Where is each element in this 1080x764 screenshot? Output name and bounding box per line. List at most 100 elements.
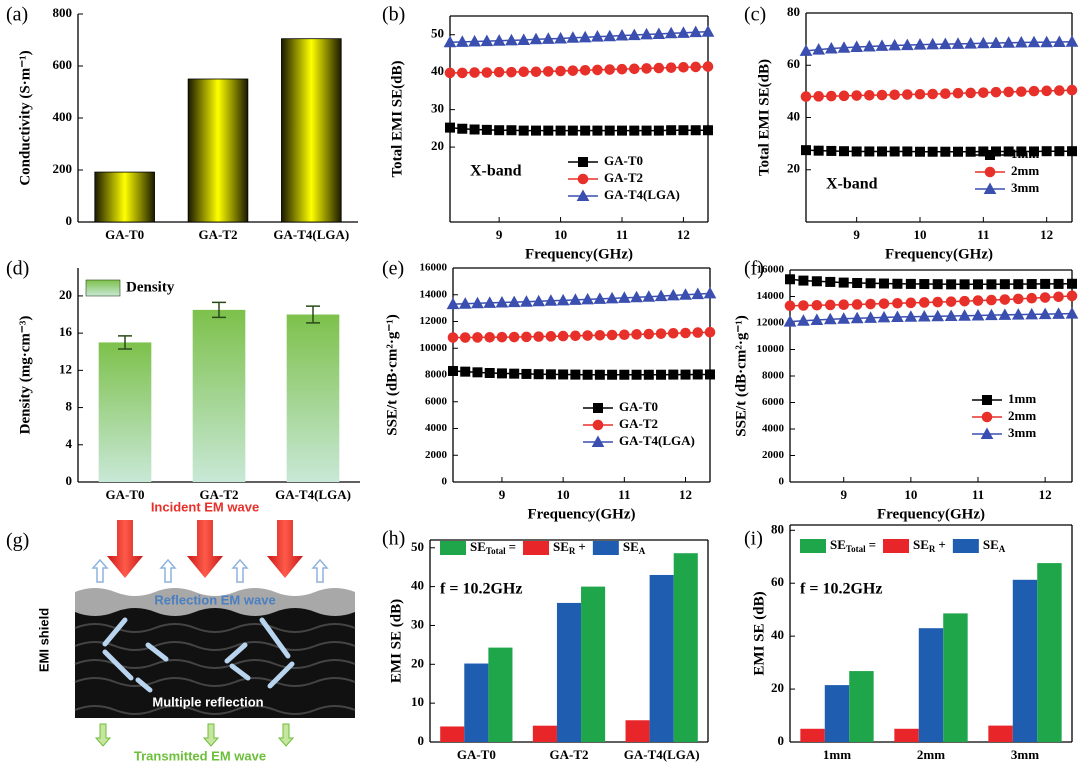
marker bbox=[703, 125, 713, 136]
marker bbox=[1065, 35, 1079, 47]
y-tick-label: 0 bbox=[778, 733, 785, 748]
x-tick-label: GA-T0 bbox=[105, 227, 144, 242]
y-tick-label: 80 bbox=[771, 521, 784, 536]
marker bbox=[532, 294, 546, 307]
marker bbox=[591, 30, 604, 42]
marker bbox=[838, 90, 850, 102]
marker bbox=[643, 369, 654, 380]
y-tick-label: 30 bbox=[411, 616, 424, 631]
marker bbox=[811, 299, 823, 311]
marker bbox=[703, 286, 717, 299]
marker bbox=[655, 328, 667, 339]
marker bbox=[964, 37, 978, 49]
legend-name: SE bbox=[623, 539, 639, 554]
y-tick-label: 16000 bbox=[757, 264, 785, 276]
marker bbox=[554, 31, 567, 44]
bar bbox=[800, 728, 825, 742]
legend-label: SETotal = bbox=[830, 537, 876, 554]
marker bbox=[892, 278, 903, 289]
legend-label: Density bbox=[126, 279, 175, 295]
legend-marker bbox=[981, 411, 993, 423]
marker bbox=[953, 146, 963, 157]
marker bbox=[631, 369, 642, 380]
marker bbox=[578, 30, 592, 43]
y-tick-label: 0 bbox=[442, 476, 448, 488]
legend-label: SEA bbox=[983, 537, 1006, 554]
legend-marker bbox=[983, 182, 997, 194]
marker bbox=[914, 88, 926, 100]
marker bbox=[1029, 146, 1039, 157]
incident-label: Incident EM wave bbox=[151, 499, 259, 514]
legend-marker bbox=[591, 435, 605, 447]
panel-label: (e) bbox=[382, 258, 404, 280]
y-tick-label: 20 bbox=[771, 680, 784, 695]
x-axis-label: Frequency(GHz) bbox=[877, 506, 985, 522]
marker bbox=[666, 125, 677, 136]
y-tick-label: 8000 bbox=[762, 370, 785, 382]
marker bbox=[952, 87, 964, 99]
marker bbox=[494, 125, 505, 136]
legend-label: GA-T2 bbox=[604, 170, 643, 185]
x-tick-label: GA-T2 bbox=[199, 227, 238, 242]
y-tick-label: 20 bbox=[411, 655, 424, 670]
panel-label: (h) bbox=[382, 528, 405, 550]
bar bbox=[894, 728, 919, 742]
y-tick-label: 50 bbox=[431, 26, 444, 41]
marker bbox=[690, 61, 702, 73]
x-tick-label: 9 bbox=[840, 487, 847, 502]
legend-joiner: = bbox=[509, 539, 516, 554]
marker bbox=[630, 290, 643, 303]
marker bbox=[1067, 278, 1077, 289]
marker bbox=[653, 62, 665, 74]
marker bbox=[582, 369, 593, 380]
marker bbox=[566, 31, 580, 43]
marker bbox=[958, 309, 971, 321]
legend-label: 2mm bbox=[1008, 408, 1036, 423]
marker bbox=[484, 367, 495, 378]
marker bbox=[811, 276, 822, 287]
annotation: X-band bbox=[470, 163, 522, 180]
y-tick-label: 40 bbox=[411, 578, 424, 593]
marker bbox=[877, 310, 891, 323]
marker bbox=[665, 62, 677, 73]
marker bbox=[666, 288, 680, 301]
marker bbox=[567, 65, 579, 76]
marker bbox=[823, 312, 837, 325]
marker bbox=[989, 36, 1003, 49]
legend-marker bbox=[980, 427, 994, 439]
x-tick-label: 11 bbox=[618, 487, 630, 502]
marker bbox=[905, 297, 917, 309]
marker bbox=[1053, 278, 1064, 289]
marker bbox=[888, 38, 902, 51]
marker bbox=[1066, 290, 1078, 302]
bar bbox=[625, 720, 650, 742]
marker bbox=[877, 146, 887, 157]
marker bbox=[616, 63, 628, 75]
marker bbox=[1067, 146, 1077, 157]
legend-subscript: R bbox=[569, 546, 576, 556]
error-bar bbox=[212, 301, 226, 319]
legend-name: SE bbox=[913, 537, 929, 552]
legend-label: SER + bbox=[553, 539, 586, 556]
bar bbox=[192, 309, 246, 482]
marker bbox=[1065, 307, 1079, 319]
marker bbox=[864, 311, 877, 323]
marker bbox=[917, 309, 931, 322]
series-line bbox=[805, 40, 1073, 52]
marker bbox=[999, 294, 1011, 305]
marker bbox=[798, 275, 809, 286]
legend-swatch bbox=[952, 539, 979, 553]
legend-marker bbox=[985, 150, 995, 160]
marker bbox=[543, 125, 554, 136]
marker bbox=[1027, 35, 1041, 48]
marker bbox=[533, 331, 544, 342]
x-tick-label: 12 bbox=[1039, 487, 1052, 502]
marker bbox=[677, 26, 690, 38]
marker bbox=[544, 294, 558, 306]
marker bbox=[798, 300, 809, 311]
marker bbox=[444, 67, 456, 79]
y-tick-label: 6000 bbox=[425, 395, 448, 407]
marker bbox=[1011, 308, 1025, 320]
panel-label: (d) bbox=[6, 258, 29, 280]
